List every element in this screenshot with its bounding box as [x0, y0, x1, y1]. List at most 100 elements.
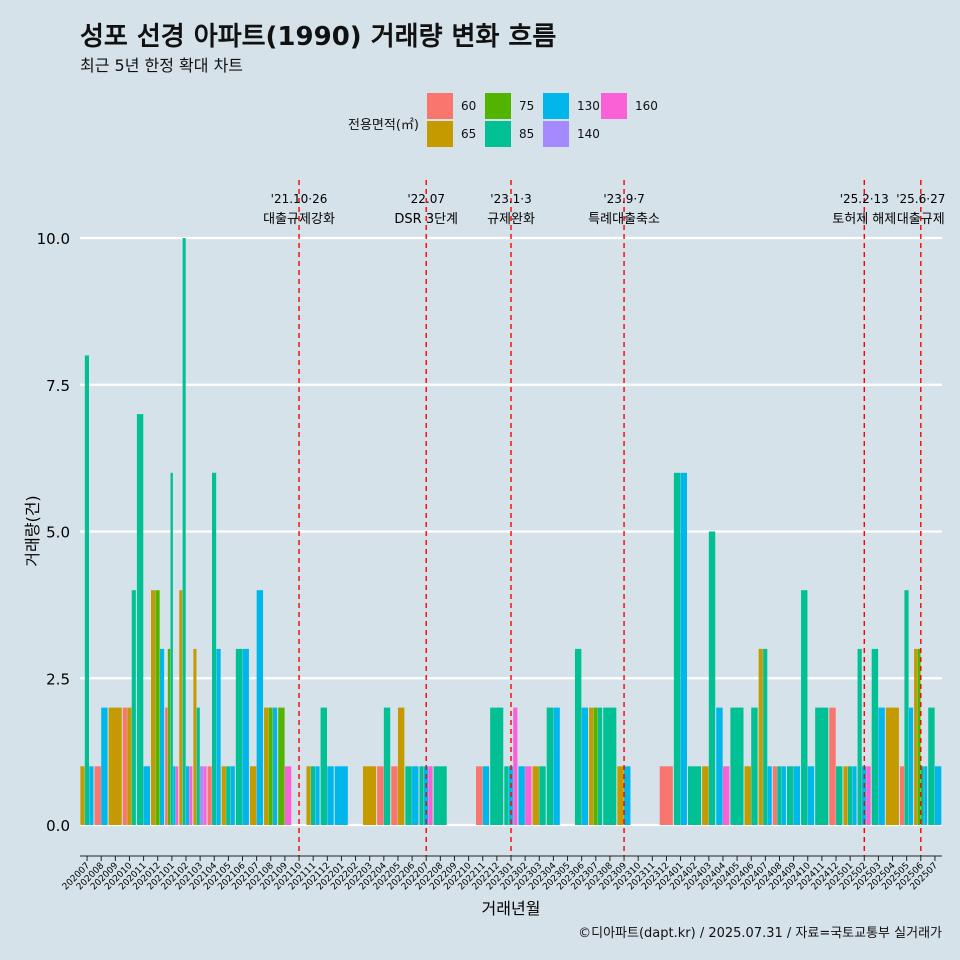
bar-85-202106 [235, 648, 243, 825]
event-date: '25.6·27 [896, 192, 945, 206]
bar-85-202207 [419, 766, 424, 825]
y-axis: 0.0 2.5 5.0 7.5 10.0 [37, 230, 70, 835]
bar-60-202010 [122, 707, 127, 825]
bar-75-202506 [917, 648, 921, 825]
bar-65-202205 [397, 707, 405, 825]
bar-65-202406 [744, 766, 751, 825]
bar-85-202409 [786, 766, 794, 825]
legend-swatch [426, 121, 453, 147]
legend-label: 130 [576, 99, 600, 113]
bar-85-202405 [730, 707, 744, 825]
event-date: '25.2·13 [840, 192, 889, 206]
bar-75-202101 [167, 648, 171, 825]
bar-85-202503 [871, 648, 879, 825]
bar-130-202407 [767, 766, 772, 825]
bar-60-202205 [391, 766, 398, 825]
bar-160-202502 [866, 766, 871, 825]
bar-160-202109 [284, 766, 292, 825]
bar-85-202308 [603, 707, 617, 825]
bar-130-202507 [934, 766, 942, 825]
bar-140-202103 [200, 766, 204, 825]
x-axis-label: 거래년월 [482, 899, 541, 918]
bar-130-202008 [101, 707, 108, 825]
event-label: 규제완화 [487, 212, 535, 227]
bar-130-202011 [143, 766, 151, 825]
bar-60-202211 [476, 766, 483, 825]
y-axis-label: 거래량(건) [23, 495, 42, 566]
bar-85-202212 [490, 707, 504, 825]
legend: 전용면적(㎡) 60 65 75 85 130 140 160 [348, 92, 659, 148]
bar-130-202104 [216, 648, 221, 825]
bar-85-202401 [673, 472, 681, 825]
bar-65-202309 [617, 766, 624, 825]
legend-item-85: 85 [484, 120, 543, 148]
bar-60-202408 [772, 766, 777, 825]
chart-title: 성포 선경 아파트(1990) 거래량 변화 흐름 [80, 22, 557, 52]
bars [80, 238, 942, 825]
bar-160-202103 [203, 766, 207, 825]
bar-130-202007 [89, 766, 94, 825]
bar-65-202105 [221, 766, 226, 825]
bar-65-202303 [532, 766, 539, 825]
bar-85-202011 [136, 414, 144, 825]
bar-65-202108 [264, 707, 269, 825]
bar-130-202012 [159, 648, 165, 825]
bar-85-202307 [598, 707, 603, 825]
legend-swatch [426, 93, 453, 119]
bar-85-202408 [777, 766, 782, 825]
bar-130-202409 [793, 766, 801, 825]
bar-130-202107 [256, 590, 264, 825]
bar-75-202109 [278, 707, 285, 825]
bar-85-202507 [928, 707, 935, 825]
bar-130-202506 [924, 766, 928, 825]
bar-65-202501 [843, 766, 848, 825]
bar-85-202407 [763, 648, 768, 825]
chart-subtitle: 최근 5년 한정 확대 차트 [80, 56, 244, 75]
bar-85-202105 [226, 766, 231, 825]
bar-160-202207 [428, 766, 433, 825]
legend-item-130: 130 [542, 92, 601, 120]
event-label: DSR 3단계 [394, 212, 458, 227]
bar-85-202306 [574, 648, 582, 825]
bar-85-202103 [196, 707, 200, 825]
bar-65-202506 [914, 648, 918, 825]
source-caption: ©디아파트(dapt.kr) / 2025.07.31 / 자료=국토교통부 실… [578, 926, 942, 941]
bar-130-202501 [852, 766, 857, 825]
bar-85-202208 [433, 766, 447, 825]
bar-130-202410 [807, 766, 815, 825]
y-tick-label: 0.0 [46, 817, 70, 835]
bar-130-202302 [518, 766, 525, 825]
bar-130-202404 [716, 707, 723, 825]
bar-85-202412 [836, 766, 843, 825]
bar-85-202204 [383, 707, 391, 825]
bar-60-202505 [899, 766, 905, 825]
legend-title: 전용면적(㎡) [348, 118, 419, 133]
x-axis: 2020072020082020092020102020112020122021… [61, 855, 942, 892]
bar-75-202108 [268, 707, 273, 825]
bar-85-202304 [546, 707, 554, 825]
legend-label: 75 [518, 99, 535, 113]
bar-85-202505 [904, 590, 909, 825]
bar-65-202107 [249, 766, 257, 825]
legend-swatch [484, 121, 511, 147]
bar-65-202203 [362, 766, 377, 825]
bar-130-202304 [553, 707, 560, 825]
bar-85-202101 [170, 472, 173, 825]
bar-65-202010 [127, 707, 132, 825]
event-date: '23.9·7 [603, 192, 644, 206]
event-label: 특례대출축소 [588, 212, 660, 227]
legend-label: 160 [634, 99, 658, 113]
bar-60-202204 [377, 766, 384, 825]
legend-label: 140 [576, 127, 600, 141]
bar-85-202502 [857, 648, 862, 825]
bar-60-202101 [165, 707, 168, 825]
event-date: '22.07 [407, 192, 445, 206]
event-markers: '21.10·26 대출규제강화 '22.07 DSR 3단계 '23.1·3 규제완화 '… [263, 180, 945, 856]
bar-65-202009 [108, 707, 122, 825]
bar-85-202410 [801, 590, 808, 825]
bar-85-202506 [920, 766, 924, 825]
bar-65-202403 [702, 766, 709, 825]
legend-item-60: 60 [426, 92, 485, 120]
bar-85-202501 [847, 766, 853, 825]
